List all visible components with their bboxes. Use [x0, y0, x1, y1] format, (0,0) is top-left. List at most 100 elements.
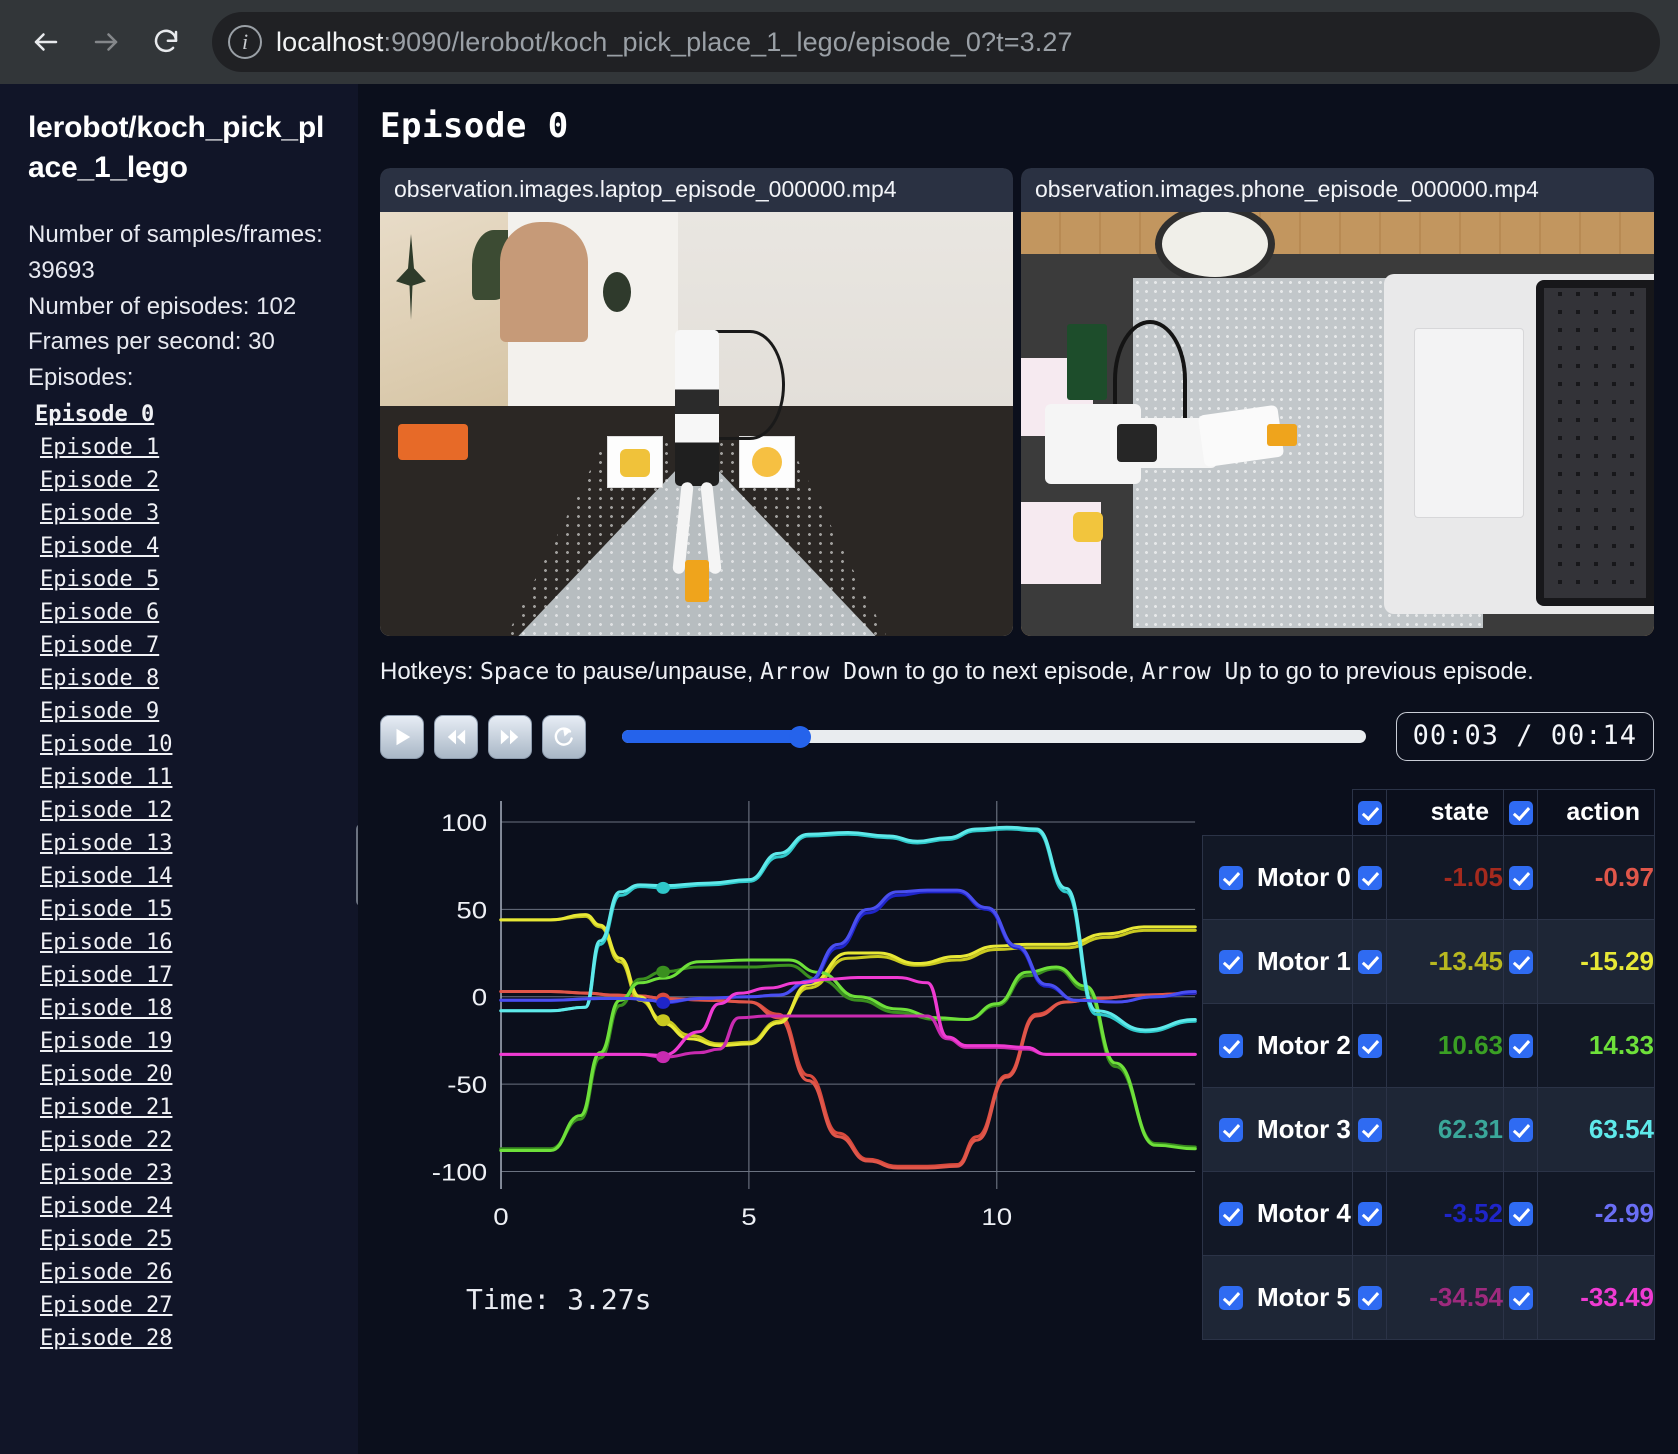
header-state-checkbox-cell[interactable]: [1352, 789, 1387, 836]
state-checkbox-4[interactable]: [1357, 1201, 1382, 1226]
chart-cursor-point-4: [656, 965, 671, 978]
laptop-camera-video[interactable]: observation.images.laptop_episode_000000…: [380, 168, 1013, 636]
site-info-icon[interactable]: i: [228, 25, 262, 59]
sidebar-episode-28[interactable]: Episode 28: [40, 1325, 173, 1351]
state-checkbox-cell-4[interactable]: [1352, 1171, 1387, 1256]
chart-cursor-point-10: [656, 1051, 671, 1064]
seek-slider[interactable]: [622, 725, 1366, 748]
state-checkbox-cell-5[interactable]: [1352, 1255, 1387, 1340]
url-text: localhost:9090/lerobot/koch_pick_place_1…: [276, 27, 1073, 58]
action-column-checkbox[interactable]: [1508, 801, 1533, 826]
action-checkbox-5[interactable]: [1508, 1285, 1533, 1310]
phone-camera-video[interactable]: observation.images.phone_episode_000000.…: [1021, 168, 1654, 636]
sidebar-episode-23[interactable]: Episode 23: [40, 1160, 173, 1186]
motor-row-checkbox-1[interactable]: [1219, 949, 1243, 974]
sidebar-episode-19[interactable]: Episode 19: [40, 1028, 173, 1054]
laptop-video-frame[interactable]: [380, 212, 1013, 636]
state-value-2: 10.63: [1386, 1003, 1504, 1088]
phone-video-label: observation.images.phone_episode_000000.…: [1021, 168, 1654, 212]
sidebar-episode-12[interactable]: Episode 12: [40, 797, 173, 823]
action-checkbox-cell-4[interactable]: [1503, 1171, 1538, 1256]
state-checkbox-5[interactable]: [1357, 1285, 1382, 1310]
sidebar-episode-4[interactable]: Episode 4: [40, 533, 160, 559]
seek-thumb[interactable]: [789, 725, 812, 748]
cable-arc: [1113, 320, 1187, 440]
sidebar-episode-8[interactable]: Episode 8: [40, 665, 160, 691]
sidebar-episode-11[interactable]: Episode 11: [40, 764, 173, 790]
sidebar-episode-1[interactable]: Episode 1: [40, 434, 160, 460]
chart-line-7: [499, 825, 1197, 1032]
dataset-title: lerobot/koch_pick_place_1_lego: [28, 111, 325, 184]
sidebar-episode-14[interactable]: Episode 14: [40, 863, 173, 889]
sidebar-episode-2[interactable]: Episode 2: [40, 467, 160, 493]
sidebar-episode-27[interactable]: Episode 27: [40, 1292, 173, 1318]
table-header-row: state action: [1202, 789, 1655, 836]
action-checkbox-cell-5[interactable]: [1503, 1255, 1538, 1340]
state-checkbox-3[interactable]: [1357, 1117, 1382, 1142]
action-value-5: -33.49: [1537, 1255, 1655, 1340]
sidebar-episode-5[interactable]: Episode 5: [40, 566, 160, 592]
sidebar-episode-16[interactable]: Episode 16: [40, 929, 173, 955]
action-value-4: -2.99: [1537, 1171, 1655, 1256]
motor-row-checkbox-2[interactable]: [1219, 1033, 1243, 1058]
action-checkbox-cell-3[interactable]: [1503, 1087, 1538, 1172]
reload-button[interactable]: [138, 14, 194, 70]
sidebar-episode-3[interactable]: Episode 3: [40, 500, 160, 526]
sidebar-episode-24[interactable]: Episode 24: [40, 1193, 173, 1219]
state-column-checkbox[interactable]: [1357, 801, 1382, 826]
state-checkbox-cell-3[interactable]: [1352, 1087, 1387, 1172]
header-action-checkbox-cell[interactable]: [1503, 789, 1538, 836]
action-checkbox-cell-2[interactable]: [1503, 1003, 1538, 1088]
sidebar-episode-13[interactable]: Episode 13: [40, 830, 173, 856]
state-checkbox-cell-0[interactable]: [1352, 835, 1387, 920]
action-checkbox-2[interactable]: [1508, 1033, 1533, 1058]
sidebar-episode-25[interactable]: Episode 25: [40, 1226, 173, 1252]
sidebar-episode-20[interactable]: Episode 20: [40, 1061, 173, 1087]
forward-button[interactable]: [78, 14, 134, 70]
sidebar-scrollbar[interactable]: [356, 824, 358, 906]
page-title: Episode 0: [380, 106, 569, 146]
back-button[interactable]: [18, 14, 74, 70]
state-checkbox-2[interactable]: [1357, 1033, 1382, 1058]
sidebar-episode-0[interactable]: Episode 0: [35, 401, 155, 427]
yellow-lego-brick-top: [1267, 424, 1297, 446]
state-checkbox-0[interactable]: [1357, 865, 1382, 890]
state-action-chart[interactable]: -100 -50 0 50 100 0 5 10: [418, 787, 1202, 1247]
state-checkbox-1[interactable]: [1357, 949, 1382, 974]
chart-cursor-point-8: [656, 996, 671, 1009]
fast-forward-button[interactable]: [488, 714, 532, 759]
action-checkbox-0[interactable]: [1508, 865, 1533, 890]
motor-row-checkbox-5[interactable]: [1219, 1285, 1243, 1310]
hotkeys-text-1: to pause/unpause,: [549, 658, 761, 685]
motor-row-checkbox-0[interactable]: [1219, 865, 1243, 890]
sidebar-episode-21[interactable]: Episode 21: [40, 1094, 173, 1120]
state-checkbox-cell-2[interactable]: [1352, 1003, 1387, 1088]
state-checkbox-cell-1[interactable]: [1352, 919, 1387, 1004]
seek-track[interactable]: [622, 730, 1366, 743]
motor-row-checkbox-3[interactable]: [1219, 1117, 1243, 1142]
action-checkbox-3[interactable]: [1508, 1117, 1533, 1142]
action-checkbox-1[interactable]: [1508, 949, 1533, 974]
loop-button[interactable]: [542, 714, 586, 759]
sidebar-episode-6[interactable]: Episode 6: [40, 599, 160, 625]
sidebar-episode-22[interactable]: Episode 22: [40, 1127, 173, 1153]
x-tick-label: 10: [981, 1205, 1012, 1231]
sidebar-episode-17[interactable]: Episode 17: [40, 962, 173, 988]
action-checkbox-cell-1[interactable]: [1503, 919, 1538, 1004]
sidebar-episode-9[interactable]: Episode 9: [40, 698, 160, 724]
sidebar-episode-15[interactable]: Episode 15: [40, 896, 173, 922]
rewind-button[interactable]: [434, 714, 478, 759]
address-bar[interactable]: i localhost:9090/lerobot/koch_pick_place…: [212, 12, 1660, 72]
phone-video-frame[interactable]: [1021, 212, 1654, 636]
action-checkbox-cell-0[interactable]: [1503, 835, 1538, 920]
sidebar-episode-18[interactable]: Episode 18: [40, 995, 173, 1021]
sidebar: lerobot/koch_pick_place_1_lego Number of…: [0, 84, 358, 1454]
sidebar-episode-7[interactable]: Episode 7: [40, 632, 160, 658]
sidebar-episode-26[interactable]: Episode 26: [40, 1259, 173, 1285]
action-checkbox-4[interactable]: [1508, 1201, 1533, 1226]
motor-row-checkbox-4[interactable]: [1219, 1201, 1243, 1226]
play-button[interactable]: [380, 714, 424, 759]
hotkeys-prefix: Hotkeys:: [380, 658, 481, 685]
video-grid: observation.images.laptop_episode_000000…: [380, 168, 1654, 636]
sidebar-episode-10[interactable]: Episode 10: [40, 731, 173, 757]
